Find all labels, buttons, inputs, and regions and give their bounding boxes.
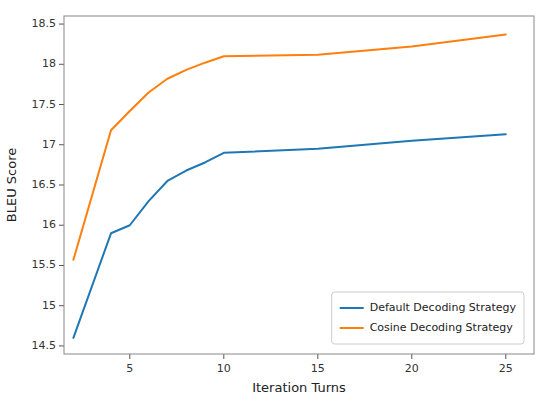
legend-label: Default Decoding Strategy [370, 301, 517, 314]
legend-box [332, 292, 524, 344]
y-tick-label: 18.5 [32, 17, 57, 30]
y-tick [59, 144, 64, 145]
x-tick [505, 354, 506, 359]
x-tick-label: 5 [126, 362, 133, 375]
page: {"chart_data": {"type": "line", "xlabel"… [0, 0, 550, 404]
y-tick [59, 265, 64, 266]
x-tick [223, 354, 224, 359]
y-tick-label: 18 [42, 57, 56, 70]
y-tick-label: 15.5 [32, 258, 57, 271]
x-axis-label: Iteration Turns [252, 380, 346, 395]
y-tick [59, 305, 64, 306]
y-tick [59, 64, 64, 65]
plot-frame [64, 16, 534, 354]
y-tick-label: 14.5 [32, 339, 57, 352]
chart-container: 14.5 15 15.5 16 16.5 17 17.5 18 18.5 5 10 15 20 25 Ite… [0, 0, 550, 404]
x-tick [129, 354, 130, 359]
legend: Default Decoding Strategy Cosine Decoding… [332, 292, 524, 344]
chart-svg: 14.5 15 15.5 16 16.5 17 17.5 18 18.5 5 10 15 20 25 Ite… [0, 0, 550, 404]
y-tick [59, 345, 64, 346]
y-tick-label: 16.5 [32, 178, 57, 191]
x-tick-label: 15 [311, 362, 325, 375]
y-axis-label: BLEU Score [4, 148, 19, 222]
y-tick-label: 15 [42, 299, 56, 312]
x-tick-label: 20 [405, 362, 419, 375]
x-tick [411, 354, 412, 359]
x-tick-label: 25 [499, 362, 513, 375]
y-tick-label: 17 [42, 138, 56, 151]
y-tick [59, 185, 64, 186]
y-tick [59, 104, 64, 105]
y-tick-label: 17.5 [32, 98, 57, 111]
y-tick-label: 16 [42, 218, 56, 231]
y-tick [59, 24, 64, 25]
y-tick [59, 225, 64, 226]
legend-label: Cosine Decoding Strategy [370, 321, 514, 334]
legend-swatch [340, 307, 364, 309]
legend-swatch [340, 327, 364, 329]
axes: 14.5 15 15.5 16 16.5 17 17.5 18 18.5 5 10 15 20 25 [32, 16, 535, 375]
series-line [73, 35, 505, 260]
x-tick-label: 10 [217, 362, 231, 375]
x-tick [317, 354, 318, 359]
